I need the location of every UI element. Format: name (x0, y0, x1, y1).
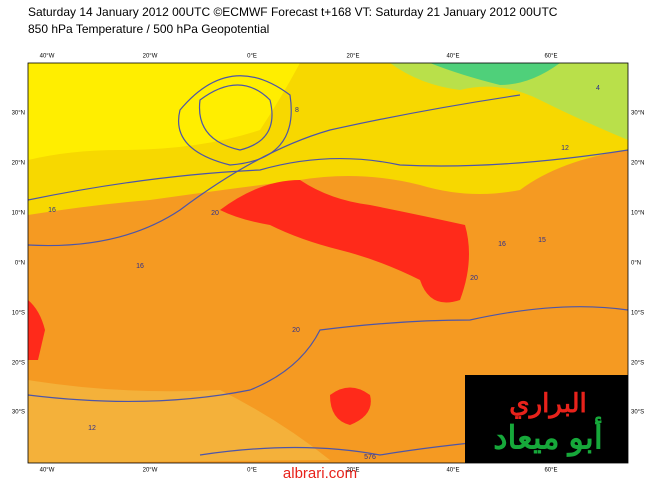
lon-label: 60°E (544, 468, 557, 474)
header-line: Saturday 14 January 2012 00UTC ©ECMWF Fo… (28, 5, 558, 19)
watermark-box (465, 375, 628, 463)
lon-label: 20°W (143, 54, 158, 60)
lat-label: 30°N (12, 111, 25, 117)
contour-label: 4 (596, 85, 600, 92)
contour-label: 16 (48, 207, 56, 214)
contour-label: 16 (498, 241, 506, 248)
lon-label: 20°E (346, 468, 359, 474)
lat-label: 20°S (12, 361, 25, 367)
lat-label: 10°S (631, 311, 644, 317)
lat-label: 10°S (12, 311, 25, 317)
watermark-text: أبو ميعاد (493, 415, 602, 457)
lon-label: 0°E (247, 468, 257, 474)
lat-label: 20°S (631, 361, 644, 367)
contour-label: 20 (470, 275, 478, 282)
map-frame (27, 62, 629, 464)
lat-label: 30°S (12, 410, 25, 416)
contour-label: 8 (295, 107, 299, 114)
lon-label: 20°E (346, 54, 359, 60)
contour-label: 12 (561, 145, 569, 152)
watermark-text: البراري (509, 388, 586, 419)
lat-label: 10°N (631, 211, 644, 217)
lon-label: 60°E (544, 54, 557, 60)
lon-label: 20°W (143, 468, 158, 474)
contour-label: 12 (88, 425, 96, 432)
lon-label: 40°W (40, 468, 55, 474)
contour-label: 20 (292, 327, 300, 334)
lat-label: 0°N (631, 261, 641, 267)
map-field (28, 63, 628, 463)
lon-label: 0°E (247, 54, 257, 60)
lat-label: 30°N (631, 111, 644, 117)
lon-label: 40°E (446, 54, 459, 60)
contour-label: 15 (538, 237, 546, 244)
watermark-url: albrari.com (283, 465, 357, 481)
contour-label: 576 (364, 454, 376, 461)
contour-label: 16 (136, 263, 144, 270)
lat-label: 10°N (12, 211, 25, 217)
lon-label: 40°W (40, 54, 55, 60)
header-line: 850 hPa Temperature / 500 hPa Geopotenti… (28, 22, 269, 36)
lat-label: 30°S (631, 410, 644, 416)
lat-label: 20°N (12, 161, 25, 167)
lat-label: 20°N (631, 161, 644, 167)
contour-label: 20 (211, 210, 219, 217)
lon-label: 40°E (446, 468, 459, 474)
lat-label: 0°N (15, 261, 25, 267)
